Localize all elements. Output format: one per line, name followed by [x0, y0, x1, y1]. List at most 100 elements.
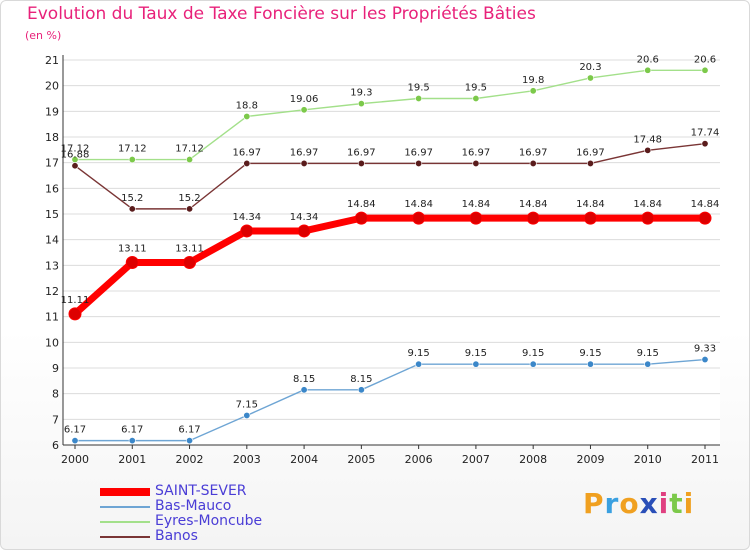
data-point-saint-sever [297, 224, 311, 238]
data-point-banos [71, 162, 79, 170]
chart-title: Evolution du Taux de Taxe Foncière sur l… [27, 4, 536, 24]
data-label-eyres-moncube: 20.3 [579, 62, 601, 73]
data-point-eyres-moncube [128, 156, 136, 164]
data-label-saint-sever: 14.84 [404, 199, 433, 210]
y-tick-label: 18 [45, 131, 59, 144]
data-label-eyres-moncube: 20.6 [637, 54, 659, 65]
series-line-saint-sever [71, 214, 709, 318]
data-point-banos [186, 205, 194, 213]
data-label-saint-sever: 14.34 [232, 212, 261, 223]
legend-swatch-saint-sever [100, 488, 150, 496]
x-tick-label: 2006 [405, 453, 433, 466]
legend-item-banos[interactable]: Banos [100, 528, 320, 545]
y-tick-label: 13 [45, 259, 59, 272]
y-tick-label: 21 [45, 54, 59, 67]
data-point-bas-mauco [701, 356, 709, 364]
data-label-bas-mauco: 6.17 [64, 425, 86, 436]
data-label-bas-mauco: 6.17 [121, 425, 143, 436]
data-label-banos: 16.97 [519, 147, 548, 158]
logo-letter: P [583, 487, 605, 520]
y-tick-label: 11 [45, 311, 59, 324]
x-tick-label: 2008 [519, 453, 547, 466]
data-point-saint-sever [68, 307, 82, 321]
data-point-eyres-moncube [243, 112, 251, 120]
logo-letter: r [604, 487, 620, 520]
data-point-bas-mauco [357, 386, 365, 394]
data-point-bas-mauco [186, 437, 194, 445]
data-point-banos [644, 146, 652, 154]
proxiti-logo: Proxiti [583, 487, 694, 520]
data-label-banos: 17.74 [691, 128, 720, 139]
data-point-bas-mauco [529, 360, 537, 368]
data-label-eyres-moncube: 19.5 [465, 83, 487, 94]
data-label-eyres-moncube: 17.12 [118, 144, 147, 155]
data-label-saint-sever: 13.11 [118, 244, 147, 255]
data-label-saint-sever: 14.84 [462, 199, 491, 210]
legend-label: SAINT-SEVER [155, 483, 247, 499]
data-label-banos: 16.88 [61, 150, 90, 161]
data-point-saint-sever [412, 211, 426, 225]
data-label-banos: 16.97 [347, 147, 376, 158]
logo-letter: i [683, 487, 695, 520]
x-tick-label: 2003 [233, 453, 261, 466]
legend-swatch-banos [100, 536, 150, 538]
y-tick-label: 9 [52, 362, 59, 375]
data-label-eyres-moncube: 19.8 [522, 75, 544, 86]
data-point-eyres-moncube [300, 106, 308, 114]
data-label-eyres-moncube: 17.12 [61, 144, 90, 155]
data-point-bas-mauco [415, 360, 423, 368]
data-label-bas-mauco: 7.15 [236, 399, 258, 410]
data-point-banos [243, 159, 251, 167]
data-label-banos: 15.2 [178, 193, 200, 204]
data-point-saint-sever [183, 256, 197, 270]
x-tick-label: 2011 [691, 453, 719, 466]
data-point-eyres-moncube [644, 66, 652, 74]
legend-item-eyres-moncube[interactable]: Eyres-Moncube [100, 513, 320, 530]
data-point-saint-sever [354, 211, 368, 225]
data-point-eyres-moncube [415, 95, 423, 103]
data-label-eyres-moncube: 17.12 [175, 144, 204, 155]
legend-label: Banos [155, 528, 198, 544]
data-point-bas-mauco [586, 360, 594, 368]
data-point-banos [472, 159, 480, 167]
data-point-banos [415, 159, 423, 167]
data-point-saint-sever [240, 224, 254, 238]
series-line-bas-mauco [74, 358, 706, 442]
data-point-saint-sever [469, 211, 483, 225]
data-point-eyres-moncube [701, 66, 709, 74]
data-label-bas-mauco: 8.15 [293, 374, 315, 385]
x-tick-label: 2007 [462, 453, 490, 466]
chart-unit-label: (en %) [25, 29, 62, 42]
legend-swatch-eyres-moncube [100, 521, 150, 523]
legend-item-bas-mauco[interactable]: Bas-Mauco [100, 498, 320, 515]
series-line-eyres-moncube [74, 69, 706, 161]
data-point-banos [701, 140, 709, 148]
x-tick-label: 2004 [290, 453, 318, 466]
plot-area [63, 60, 720, 445]
x-tick-label: 2009 [576, 453, 604, 466]
data-point-bas-mauco [472, 360, 480, 368]
x-tick-label: 2005 [347, 453, 375, 466]
data-point-bas-mauco [300, 386, 308, 394]
y-tick-label: 10 [45, 336, 59, 349]
data-label-banos: 16.97 [232, 147, 261, 158]
x-tick-label: 2000 [61, 453, 89, 466]
y-tick-label: 17 [45, 157, 59, 170]
logo-letter: o [619, 487, 640, 520]
legend-item-saint-sever[interactable]: SAINT-SEVER [100, 483, 320, 500]
data-label-saint-sever: 14.84 [519, 199, 548, 210]
data-point-saint-sever [583, 211, 597, 225]
data-point-eyres-moncube [586, 74, 594, 82]
data-label-bas-mauco: 9.15 [579, 348, 601, 359]
data-point-saint-sever [125, 256, 139, 270]
data-label-banos: 15.2 [121, 193, 143, 204]
data-label-eyres-moncube: 19.3 [350, 88, 372, 99]
data-label-saint-sever: 14.84 [691, 199, 720, 210]
data-label-banos: 16.97 [576, 147, 605, 158]
data-point-eyres-moncube [472, 95, 480, 103]
data-label-saint-sever: 14.84 [576, 199, 605, 210]
data-label-bas-mauco: 9.15 [522, 348, 544, 359]
x-tick-label: 2001 [118, 453, 146, 466]
data-point-bas-mauco [128, 437, 136, 445]
